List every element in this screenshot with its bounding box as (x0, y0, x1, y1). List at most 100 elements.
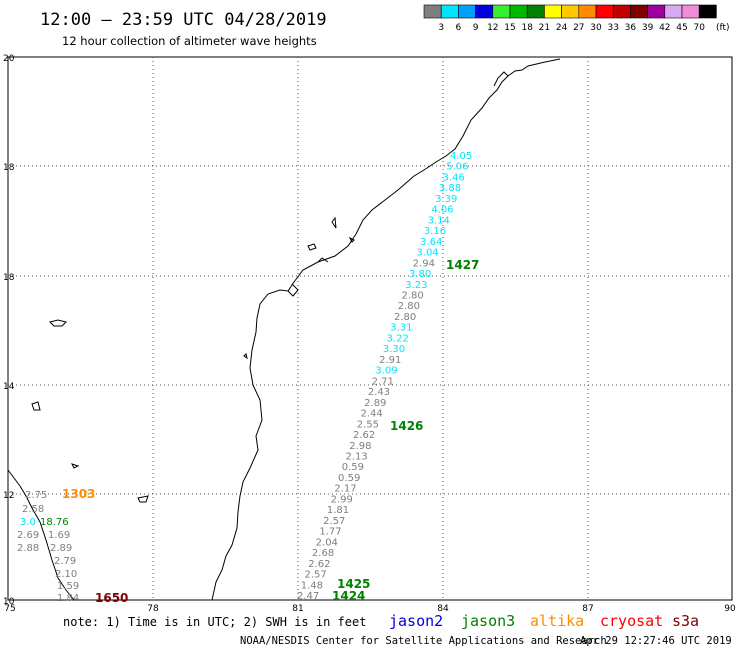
lon-tick-label: 90 (724, 604, 736, 614)
scale-swatch-13 (647, 4, 666, 19)
satellite-jason2: jason2 (389, 612, 443, 630)
scale-label: 18 (521, 23, 533, 33)
swh-value: 4.06 (431, 205, 453, 216)
scale-label: 21 (539, 23, 550, 33)
island-east-small (243, 353, 248, 360)
lon-tick-label: 84 (437, 604, 449, 614)
scale-swatch-3 (475, 4, 494, 19)
lon-tick-label: 87 (582, 604, 593, 614)
swh-value: 2.80 (394, 312, 416, 323)
scale-swatch-11 (612, 4, 631, 19)
swh-value: 2.80 (401, 291, 423, 302)
swh-value: 3.23 (405, 280, 427, 291)
island-small-1 (348, 236, 355, 243)
lat-tick-label: 18 (3, 273, 15, 283)
satellite-cryosat: cryosat (600, 612, 663, 630)
pass-time-label: 1426 (390, 419, 423, 433)
swh-value: 3.04 (416, 248, 438, 259)
lat-tick-label: 14 (3, 382, 15, 392)
lon-tick-label: 75 (4, 604, 15, 614)
coastline-india-east (211, 58, 561, 601)
scale-label: 39 (642, 23, 654, 33)
swh-value: 2.57 (323, 516, 345, 527)
scale-label: 6 (456, 23, 462, 33)
scale-label: 15 (504, 23, 515, 33)
scale-swatch-2 (458, 4, 476, 19)
coastline-india-east-inner (493, 71, 509, 87)
satellite-s3a: s3a (672, 612, 699, 630)
pass-time-label: 1650 (95, 591, 128, 605)
scale-label: 27 (573, 23, 584, 33)
scale-label: 36 (625, 23, 637, 33)
map-frame: 75 78 81 84 87 90 20 18 18 14 12 10 (3, 54, 736, 614)
swh-value: 5.06 (446, 162, 468, 173)
swh-value: 18.76 (40, 517, 69, 528)
scale-swatch-4 (492, 4, 511, 19)
swh-value: 2.57 (304, 570, 326, 581)
map-subtitle: 12 hour collection of altimeter wave hei… (62, 34, 317, 48)
pass-time-label: 1303 (62, 487, 95, 501)
lat-lon-grid (8, 57, 732, 600)
swh-value: 2.91 (379, 355, 401, 366)
scale-label: 33 (607, 23, 618, 33)
scale-swatch-1 (440, 4, 459, 19)
scale-label: 24 (556, 23, 568, 33)
swh-value: 1.48 (301, 580, 323, 591)
swh-value: 2.80 (398, 301, 420, 312)
lat-tick-label: 12 (3, 491, 14, 501)
island-lakshadweep (49, 319, 67, 327)
swh-value: 3.64 (420, 237, 442, 248)
swh-value: 3.14 (428, 215, 450, 226)
swh-value: 2.68 (312, 548, 334, 559)
footer-note: note: 1) Time is in UTC; 2) SWH is in fe… (63, 615, 366, 629)
swh-value: 2.58 (22, 504, 44, 515)
swh-value: 2.17 (334, 484, 356, 495)
swh-value: 2.99 (331, 494, 353, 505)
swh-value: 2.44 (360, 409, 382, 420)
swh-value: 1.77 (319, 527, 341, 538)
swh-value: 3.39 (435, 194, 457, 205)
axis-tick-labels: 75 78 81 84 87 90 20 18 18 14 12 10 (3, 54, 736, 614)
swh-value: 2.71 (372, 376, 394, 387)
coastline-mahanadi-delta (317, 257, 329, 263)
swh-value: 0.59 (338, 473, 360, 484)
island-west-4 (137, 495, 149, 503)
swh-value: 2.89 (50, 543, 72, 554)
scale-swatch-10 (595, 4, 614, 19)
island-west-2 (31, 401, 41, 411)
swh-value: 2.94 (413, 258, 435, 269)
lat-tick-label: 20 (3, 54, 15, 64)
scale-swatch-7 (544, 4, 562, 19)
scale-swatch-8 (561, 4, 580, 19)
coastline-godavari-delta (287, 283, 299, 297)
swh-value: 2.13 (346, 451, 368, 462)
swh-value: 1.69 (48, 530, 70, 541)
pass-time-label: 1425 (337, 577, 370, 591)
map-title: 12:00 – 23:59 UTC 04/28/2019 (40, 10, 327, 30)
color-scale-legend: 3 6 9 12 15 18 21 24 27 30 33 36 39 42 45 70 (423, 4, 717, 33)
swh-value: 2.98 (349, 441, 371, 452)
scale-swatch-6 (526, 4, 545, 19)
swh-value: 3.80 (409, 269, 431, 280)
lon-tick-label: 81 (292, 604, 303, 614)
swh-value: 0.59 (342, 462, 364, 473)
satellite-jason3: jason3 (461, 612, 515, 630)
satellite-legend: jason2 jason3 altika cryosat s3a (389, 612, 699, 630)
swh-value: 3.88 (439, 183, 461, 194)
scale-swatch-14 (664, 4, 683, 19)
swh-value: 2.04 (316, 537, 338, 548)
footer-credit: NOAA/NESDIS Center for Satellite Applica… (240, 635, 607, 647)
swh-value: 2.79 (54, 556, 76, 567)
scale-label: 45 (676, 23, 687, 33)
swh-value: 2.75 (25, 490, 47, 501)
lat-tick-label: 10 (3, 597, 15, 607)
island-chilika (331, 216, 337, 229)
scale-swatch-5 (509, 4, 528, 19)
swh-value: 2.62 (308, 559, 330, 570)
swh-value: 3.31 (390, 323, 412, 334)
scale-swatch-16 (698, 4, 717, 19)
scale-label: 70 (693, 23, 705, 33)
island-west-3 (71, 463, 80, 469)
swh-value: 3.30 (383, 344, 405, 355)
lat-tick-label: 18 (3, 163, 15, 173)
